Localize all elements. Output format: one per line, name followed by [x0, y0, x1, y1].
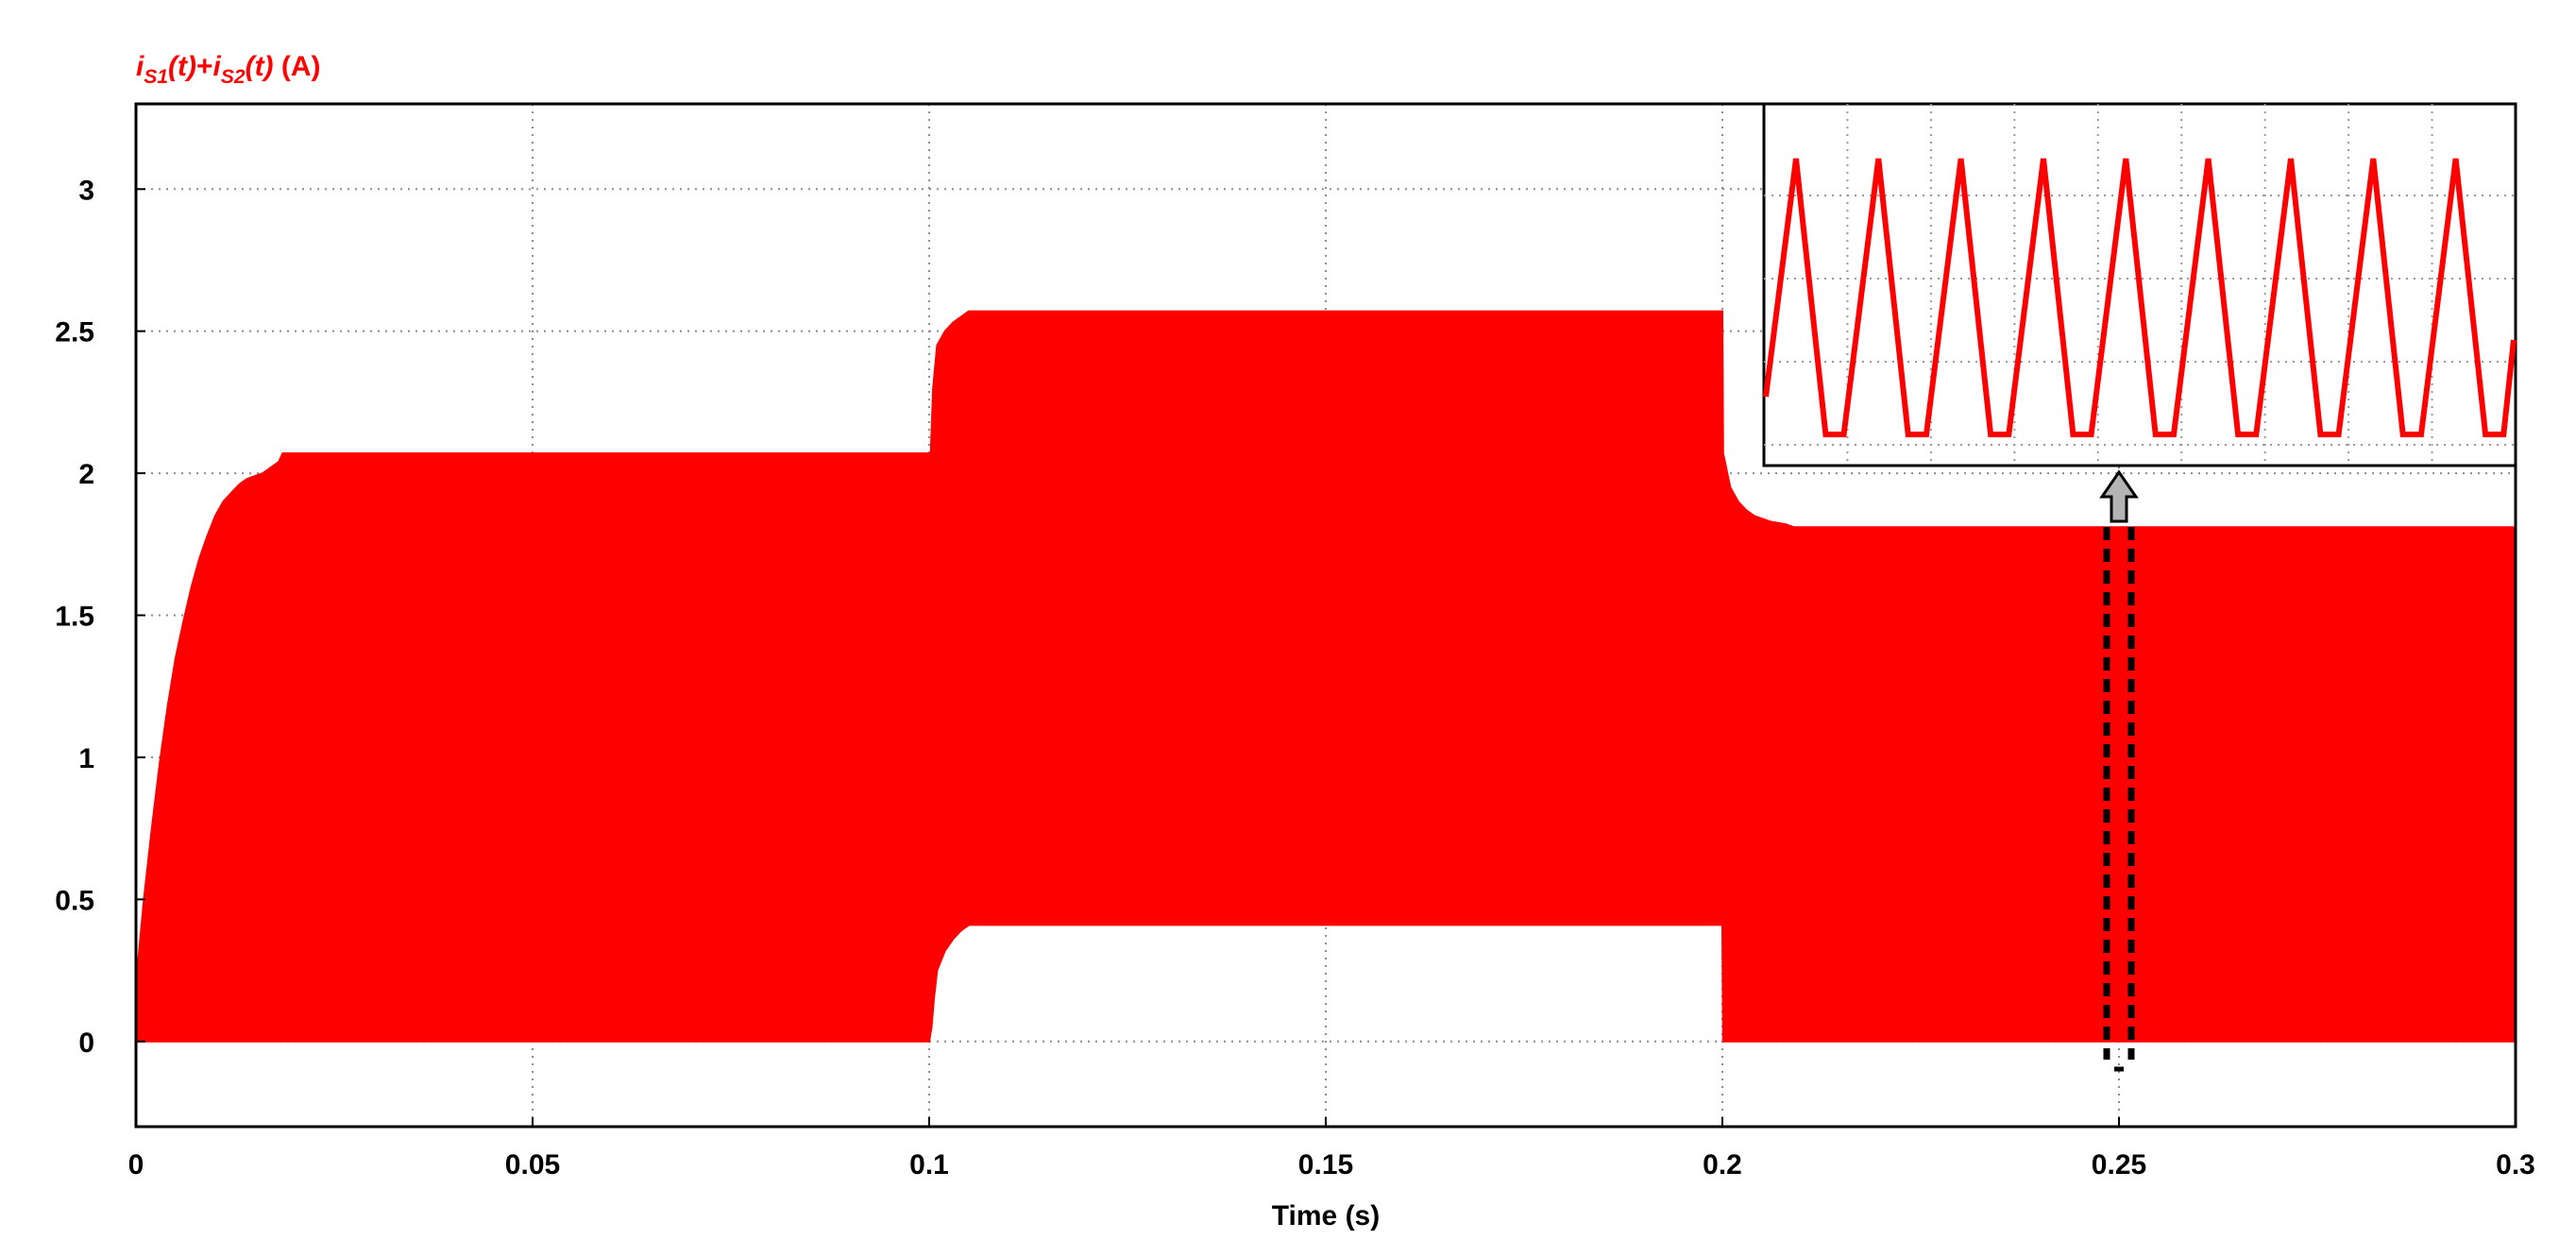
y-tick-label: 2.5: [55, 317, 94, 348]
y-tick-label: 0.5: [55, 885, 94, 916]
x-tick-label: 0.15: [1298, 1149, 1353, 1181]
x-tick-label: 0.25: [2092, 1149, 2146, 1181]
y-axis-label: iS1(t)+iS2(t) (A): [136, 51, 321, 88]
x-tick-label: 0.05: [505, 1149, 560, 1181]
inset-waveform: [1763, 158, 2517, 437]
x-tick-label: 0.1: [909, 1149, 949, 1181]
zoom-inset: [1762, 102, 2517, 467]
y-tick-label: 2: [78, 459, 94, 490]
y-tick-label: 3: [78, 175, 94, 206]
series-area: [135, 310, 2517, 1043]
zoom-annotation: [2099, 469, 2139, 1072]
x-tick-label: 0.3: [2496, 1149, 2535, 1181]
waveform-area: [135, 310, 2517, 1043]
y-tick-label: 0: [78, 1028, 94, 1059]
y-tick-label: 1.5: [55, 602, 94, 633]
x-tick-label: 0: [128, 1149, 144, 1181]
y-axis-ticks: 0 0.5 1 1.5 2 2.5 3: [55, 175, 145, 1059]
zoom-arrow: [2099, 469, 2139, 523]
x-tick-label: 0.2: [1703, 1149, 1742, 1181]
y-tick-label: 1: [78, 743, 94, 774]
x-axis-label: Time (s): [1272, 1200, 1380, 1232]
x-axis-ticks: 0 0.05 0.1 0.15 0.2 0.25 0.3: [128, 1117, 2535, 1181]
